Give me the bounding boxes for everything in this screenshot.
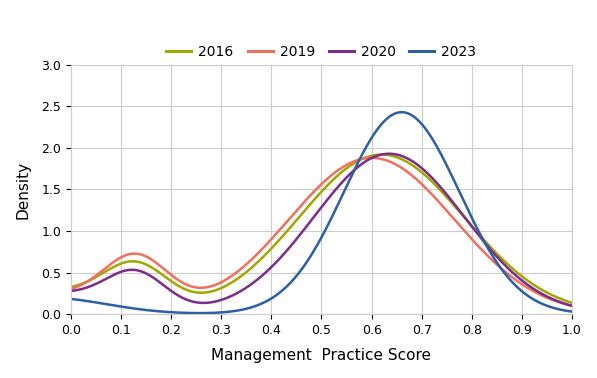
2016	[196, 290, 204, 295]
2023	[404, 111, 411, 115]
2020	[403, 156, 410, 160]
2016	[294, 217, 301, 221]
2023	[568, 309, 576, 314]
2023	[197, 311, 204, 315]
2019	[156, 263, 163, 268]
2016	[378, 152, 385, 157]
2020	[568, 304, 576, 308]
2019	[362, 156, 370, 161]
2016	[445, 197, 453, 202]
2020	[67, 289, 75, 293]
2016	[362, 155, 370, 160]
2019	[67, 287, 75, 291]
2023	[295, 271, 302, 276]
2020	[294, 235, 301, 240]
X-axis label: Management  Practice Score: Management Practice Score	[211, 348, 432, 363]
2019	[196, 285, 204, 290]
2019	[294, 207, 301, 212]
2023	[398, 110, 405, 115]
2019	[368, 156, 375, 160]
Y-axis label: Density: Density	[15, 160, 30, 218]
Line: 2020: 2020	[71, 154, 572, 306]
2016	[156, 270, 163, 275]
2019	[568, 304, 576, 308]
2023	[156, 309, 163, 314]
2023	[364, 143, 371, 148]
2023	[447, 170, 454, 174]
2023	[67, 297, 75, 301]
2020	[362, 159, 370, 163]
2020	[385, 152, 392, 156]
2019	[403, 169, 410, 174]
Legend: 2016, 2019, 2020, 2023: 2016, 2019, 2020, 2023	[161, 39, 482, 64]
2016	[403, 159, 410, 164]
2020	[156, 280, 163, 284]
Line: 2016: 2016	[71, 155, 572, 303]
2016	[568, 301, 576, 305]
Line: 2023: 2023	[71, 112, 572, 313]
2019	[445, 211, 453, 216]
2023	[196, 311, 204, 315]
Line: 2019: 2019	[71, 158, 572, 306]
2020	[445, 195, 453, 200]
2020	[196, 301, 204, 305]
2016	[67, 285, 75, 289]
